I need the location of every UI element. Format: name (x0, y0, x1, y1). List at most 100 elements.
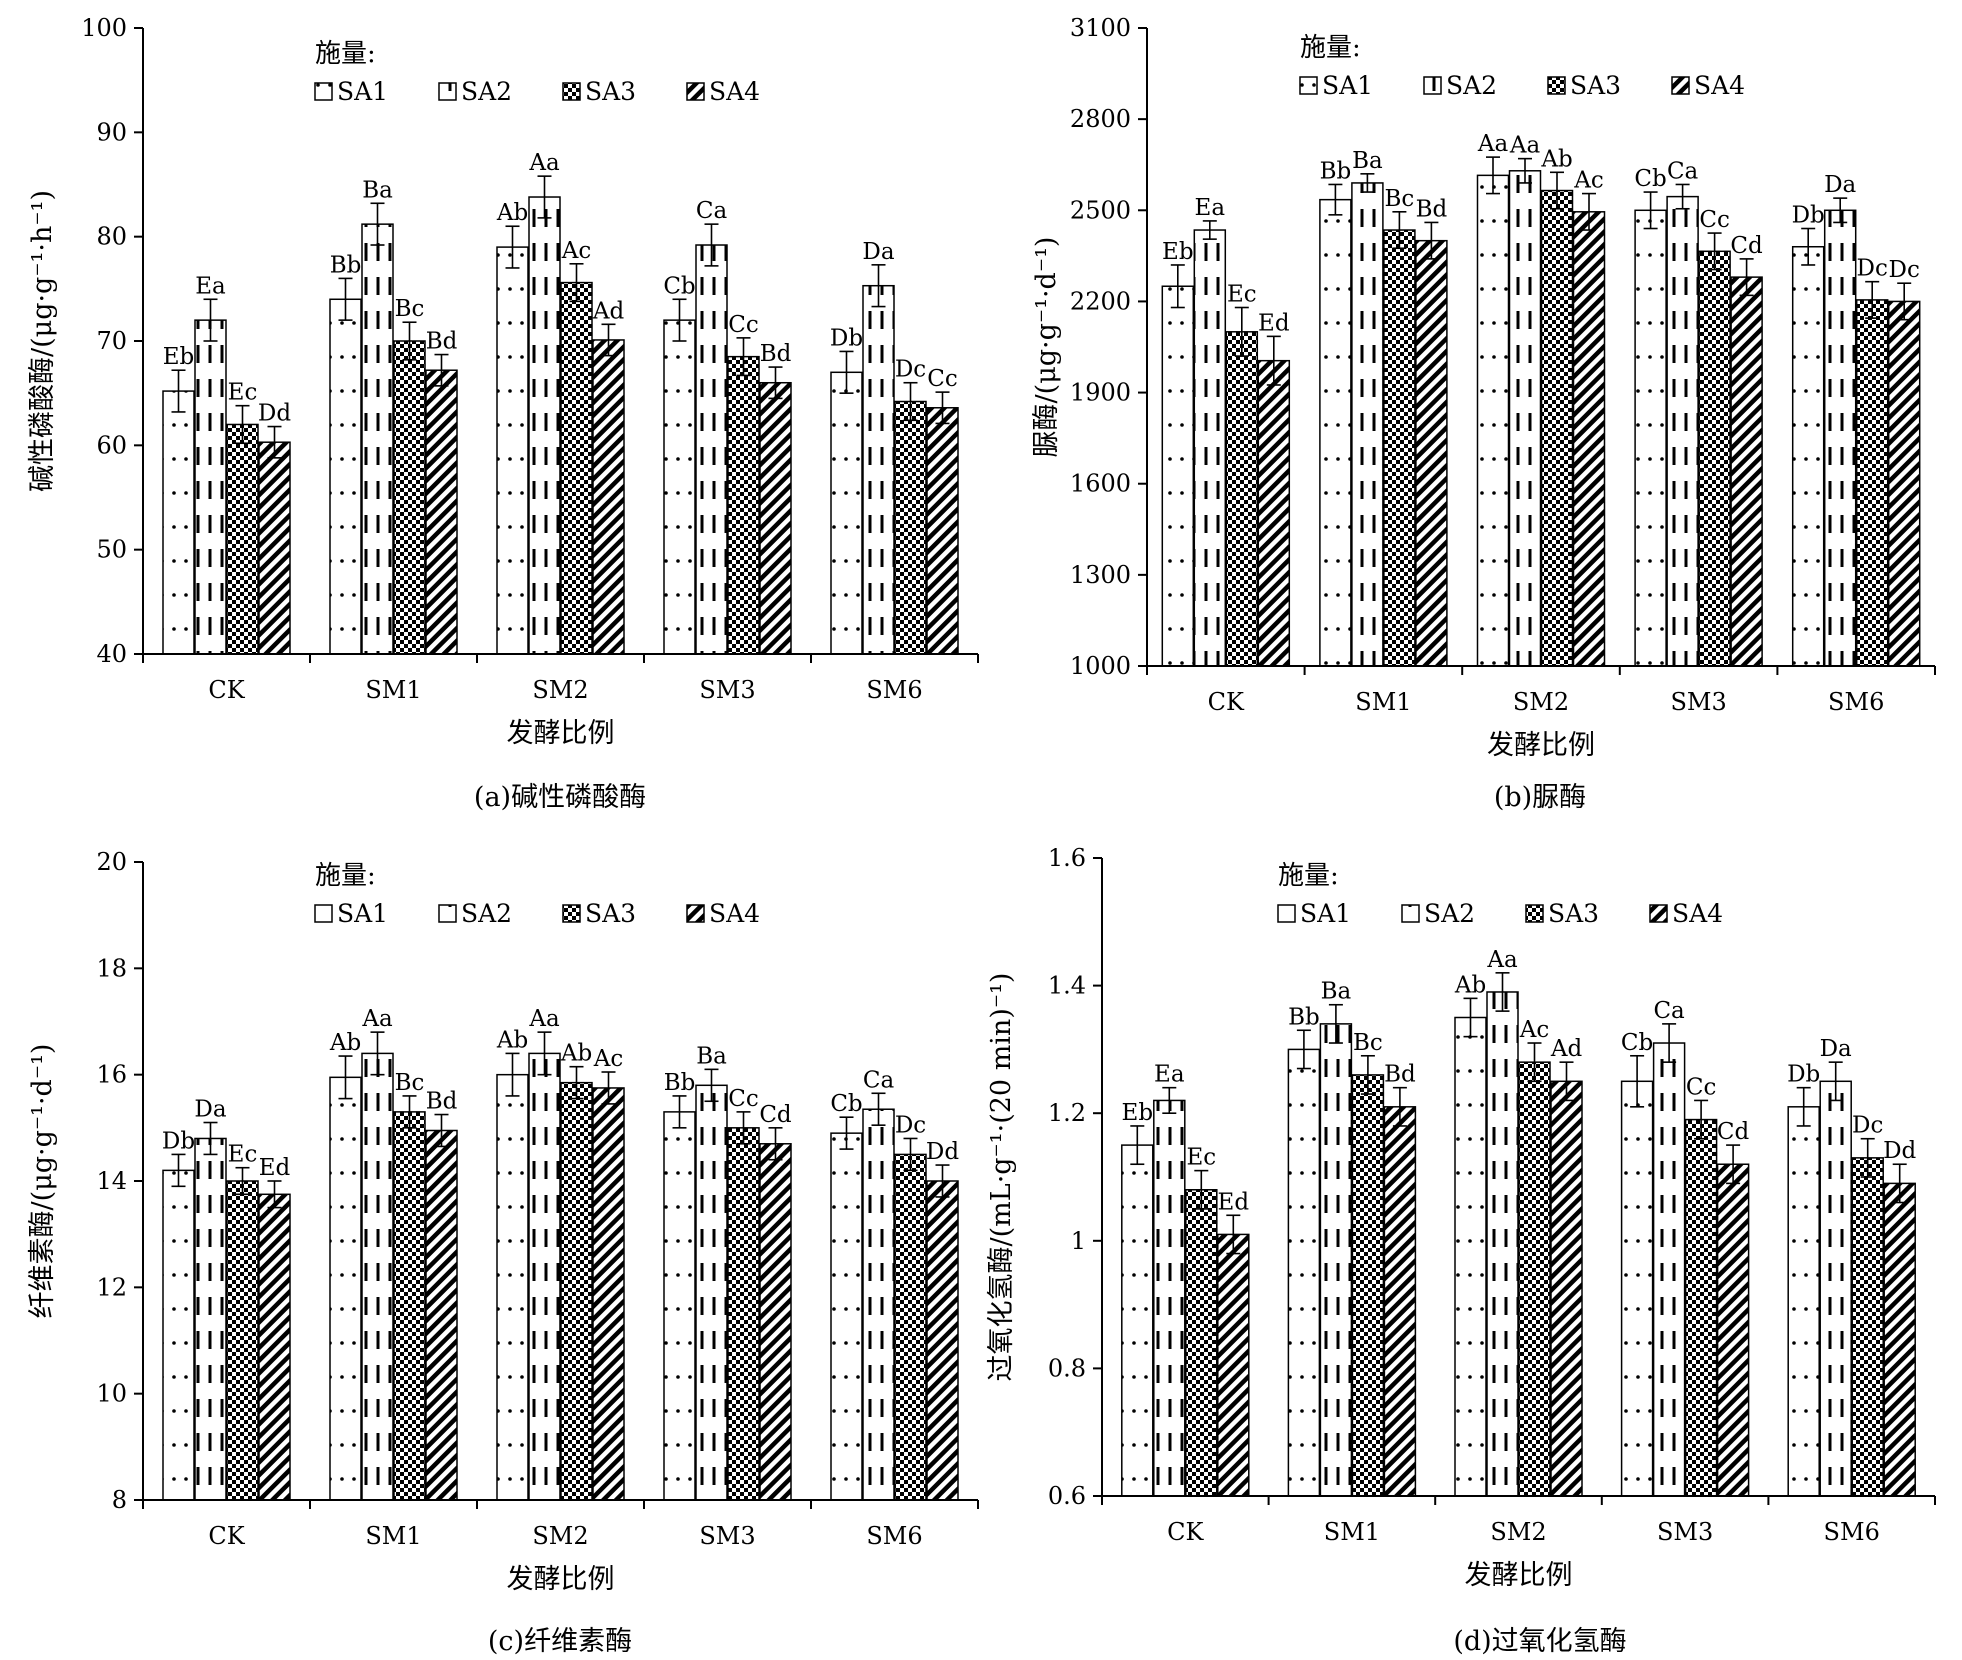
significance-label: Bd (1384, 1062, 1416, 1088)
significance-label: Cc (728, 312, 758, 338)
x-tick-label: CK (1208, 688, 1245, 716)
significance-label: Bb (664, 1070, 696, 1096)
significance-label: Ad (1550, 1036, 1583, 1062)
y-tick-label: 18 (96, 954, 127, 982)
significance-label: Bd (760, 341, 792, 367)
x-axis-title: 发酵比例 (1465, 1560, 1573, 1591)
x-tick-label: SM3 (699, 1522, 755, 1550)
bar-sa4-sm3 (1730, 276, 1763, 667)
legend-swatch-sa1 (314, 904, 333, 923)
significance-label: Eb (163, 344, 195, 370)
bar-sa2-sm1 (1319, 1023, 1353, 1497)
bar-sa1-sm2 (496, 246, 529, 655)
significance-label: Ab (496, 1027, 528, 1053)
legend-swatch-sa2 (438, 82, 457, 101)
bar-sa4-sm3 (759, 1143, 792, 1501)
bar-sa3-sm1 (393, 1111, 426, 1501)
bar-sa2-sm2 (1508, 170, 1542, 667)
significance-label: Ab (496, 200, 528, 226)
significance-label: Ba (1352, 148, 1383, 174)
significance-label: Ea (1195, 195, 1226, 221)
significance-label: Cd (1717, 1119, 1750, 1145)
bar-sa2-sm1 (1351, 182, 1384, 667)
bar-sa2-sm2 (1486, 991, 1519, 1497)
significance-label: Bd (426, 1089, 458, 1115)
x-tick-label: SM1 (365, 676, 421, 704)
significance-label: Ba (362, 177, 393, 203)
y-tick-label: 14 (96, 1167, 127, 1195)
bar-sa3-sm6 (894, 400, 927, 655)
bar-sa2-sm6 (862, 1108, 895, 1501)
bar-sa2-ck (194, 319, 227, 655)
bar-sa4-sm1 (425, 1129, 458, 1501)
significance-label: Ec (228, 380, 258, 406)
bar-sa3-sm1 (1383, 229, 1416, 667)
significance-label: Aa (528, 150, 560, 176)
y-tick-label: 20 (96, 848, 127, 876)
legend-label-sa3: SA3 (585, 77, 636, 106)
bar-sa4-sm3 (1716, 1163, 1750, 1497)
bar-sa1-sm3 (1620, 1080, 1654, 1497)
x-axis-title: 发酵比例 (1487, 730, 1595, 761)
legend-label-sa1: SA1 (337, 77, 388, 106)
bar-sa2-sm3 (1652, 1042, 1686, 1497)
legend-label-sa4: SA4 (709, 899, 760, 928)
x-tick-label: SM1 (365, 1522, 421, 1550)
legend-label-sa4: SA4 (1672, 899, 1723, 928)
significance-label: Dd (1883, 1138, 1916, 1164)
significance-label: Ac (1573, 168, 1604, 194)
bar-sa3-sm3 (1698, 250, 1731, 667)
bar-sa1-ck (162, 1169, 195, 1501)
bar-sa4-sm1 (425, 369, 458, 655)
bar-sa3-sm6 (1855, 299, 1889, 667)
significance-label: Bc (395, 296, 425, 322)
legend-label-sa2: SA2 (1424, 899, 1475, 928)
significance-label: Db (1792, 203, 1825, 229)
x-tick-label: SM1 (1355, 688, 1411, 716)
significance-label: Dd (926, 1139, 959, 1165)
y-tick-label: 60 (96, 431, 127, 459)
significance-label: Da (1824, 172, 1856, 198)
bar-sa3-sm2 (1518, 1061, 1551, 1497)
bar-sa3-sm3 (727, 355, 760, 655)
legend-swatch-sa4 (1671, 76, 1690, 95)
x-tick-label: SM2 (532, 676, 588, 704)
bar-sa2-sm1 (361, 1052, 394, 1501)
y-tick-label: 1000 (1070, 652, 1131, 680)
significance-label: Ed (1258, 310, 1290, 336)
y-axis-title: 纤维素酶/(μg·g⁻¹·d⁻¹) (27, 1044, 58, 1319)
x-tick-label: SM6 (866, 1522, 922, 1550)
bar-sa3-ck (1185, 1189, 1218, 1497)
legend-label-sa4: SA4 (709, 77, 760, 106)
bar-sa3-sm1 (393, 340, 426, 655)
significance-label: Ec (228, 1142, 258, 1168)
bar-sa3-ck (226, 423, 259, 655)
legend-swatch-sa2 (438, 904, 457, 923)
legend-title: 施量: (315, 861, 376, 891)
bar-sa1-sm2 (1476, 174, 1510, 667)
bar-sa4-sm2 (592, 339, 625, 655)
x-tick-label: SM3 (699, 676, 755, 704)
y-tick-label: 3100 (1070, 14, 1131, 42)
y-tick-label: 0.6 (1048, 1482, 1086, 1510)
significance-label: Dc (1857, 256, 1888, 282)
significance-label: Ab (1454, 972, 1486, 998)
x-tick-label: SM3 (1657, 1518, 1713, 1546)
legend-swatch-sa4 (686, 904, 705, 923)
x-tick-label: SM2 (1513, 688, 1569, 716)
y-tick-label: 2800 (1070, 105, 1131, 133)
significance-label: Aa (1486, 947, 1518, 973)
significance-label: Db (1787, 1062, 1820, 1088)
significance-label: Cc (1699, 207, 1729, 233)
significance-label: Da (862, 239, 894, 265)
significance-label: Ec (1186, 1145, 1216, 1171)
panel-caption: (c)纤维素酶 (488, 1626, 632, 1657)
significance-label: Ca (696, 198, 728, 224)
bar-sa2-ck (1153, 1099, 1186, 1497)
legend-label-sa3: SA3 (1548, 899, 1599, 928)
y-tick-label: 40 (96, 640, 127, 668)
legend-label-sa3: SA3 (1570, 71, 1621, 100)
legend-title: 施量: (1300, 33, 1361, 63)
